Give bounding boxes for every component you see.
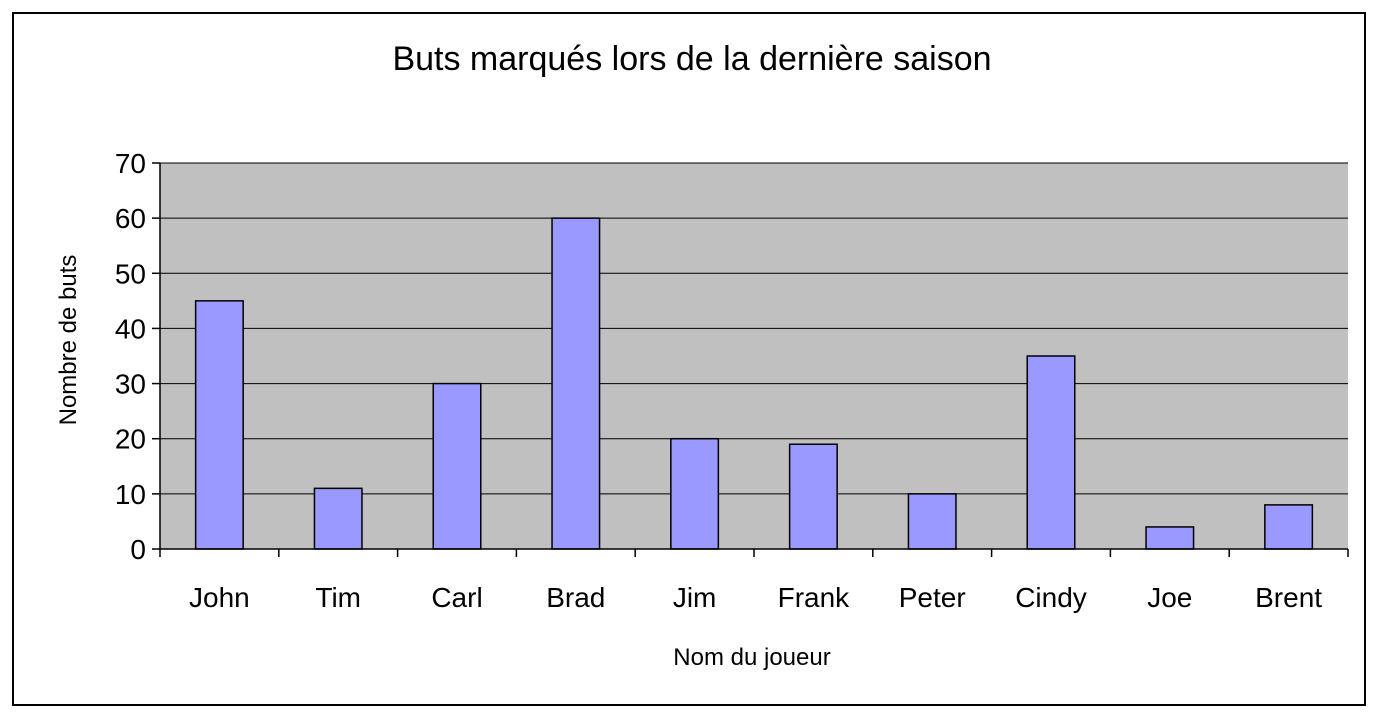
y-tick-label: 60 <box>115 203 146 234</box>
y-axis-title: Nombre de buts <box>55 255 82 426</box>
bar-peter <box>907 493 957 550</box>
bar-joe <box>1145 526 1195 550</box>
x-tick-label: Jim <box>673 582 717 613</box>
plot-area <box>160 163 1348 549</box>
x-tick-label: Peter <box>899 582 966 613</box>
y-tick-label: 0 <box>130 534 146 565</box>
x-axis-title: Nom du joueur <box>673 644 830 671</box>
bar-carl <box>432 382 482 550</box>
y-tick-label: 50 <box>115 258 146 289</box>
x-tick-label: Joe <box>1147 582 1192 613</box>
x-tick-label: John <box>189 582 250 613</box>
x-tick-label: Brad <box>546 582 605 613</box>
axes <box>152 162 1349 557</box>
bar-frank <box>788 443 838 550</box>
bar-tim <box>313 487 363 550</box>
x-tick-label: Frank <box>778 582 851 613</box>
bar-jim <box>670 437 720 550</box>
x-tick-label: Carl <box>431 582 482 613</box>
x-tick-labels: John Tim Carl Brad Jim Frank Peter Cindy Joe Bren… <box>189 582 1322 613</box>
bar-brent <box>1264 504 1314 550</box>
x-tick-label: Brent <box>1255 582 1322 613</box>
bar-john <box>194 300 244 550</box>
y-tick-label: 20 <box>115 424 146 455</box>
y-tick-labels: 0 10 20 30 40 50 60 70 <box>115 148 146 565</box>
y-tick-label: 70 <box>115 148 146 179</box>
bars <box>194 217 1314 550</box>
y-tick-label: 30 <box>115 369 146 400</box>
bar-brad <box>551 217 601 550</box>
chart-title: Buts marqués lors de la dernière saison <box>392 40 992 78</box>
gridlines <box>160 162 1348 495</box>
y-tick-label: 10 <box>115 479 146 510</box>
y-tick-label: 40 <box>115 313 146 344</box>
x-tick-label: Cindy <box>1015 582 1087 613</box>
x-tick-label: Tim <box>315 582 361 613</box>
bar-cindy <box>1026 355 1076 550</box>
